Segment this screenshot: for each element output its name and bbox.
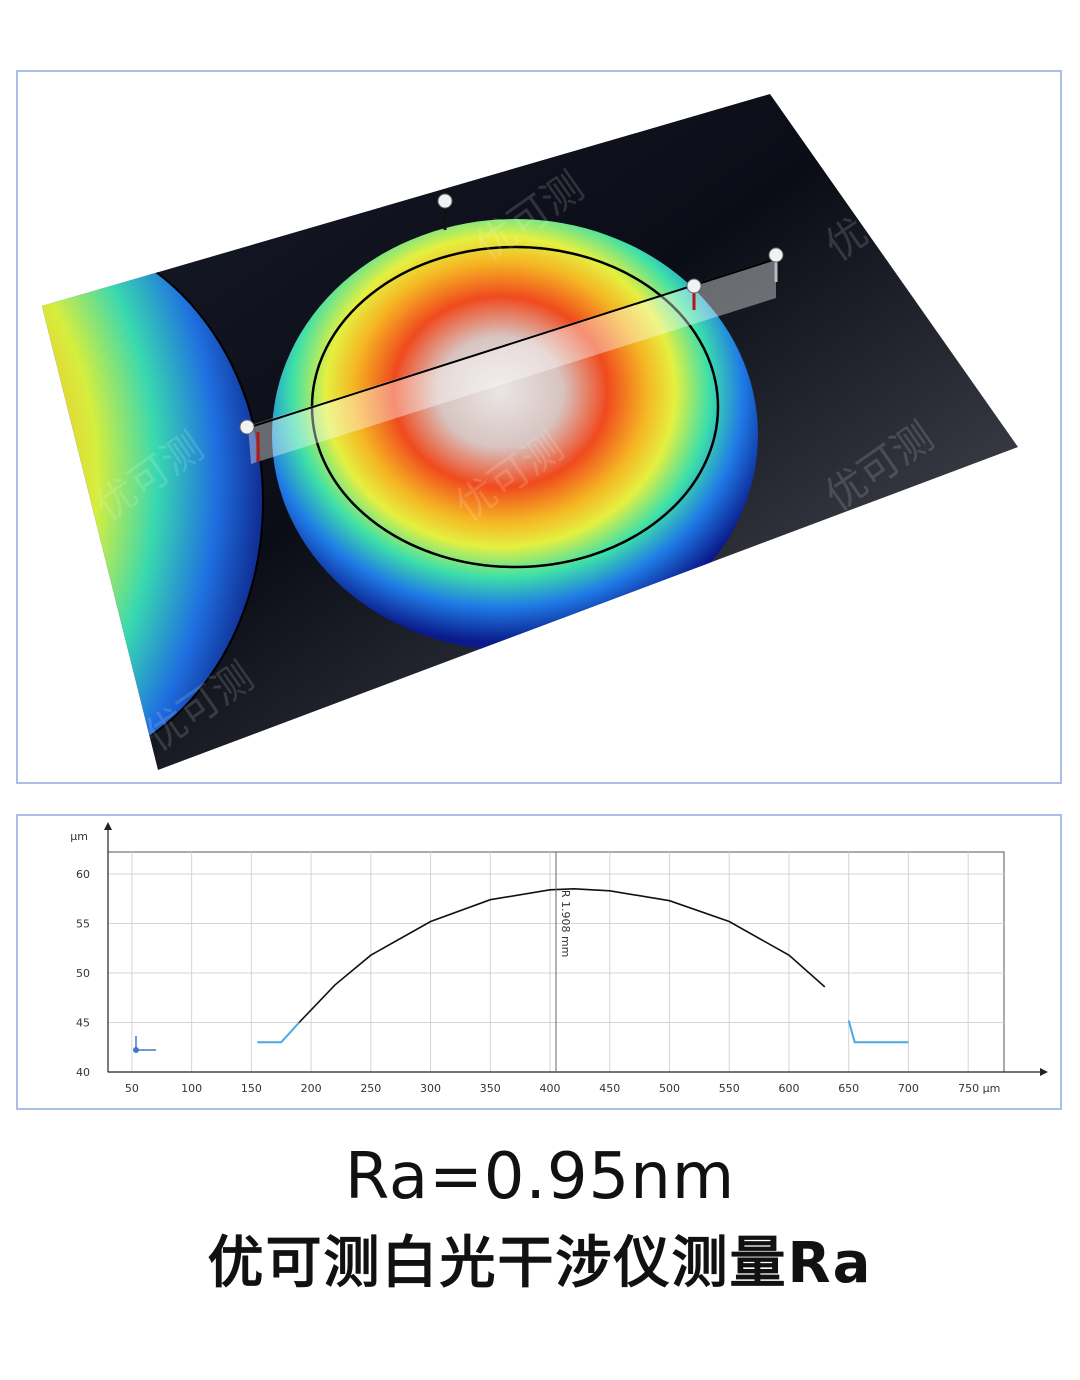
axis-gizmo-icon — [133, 1036, 156, 1053]
x-tick-label: 350 — [480, 1082, 501, 1095]
y-tick-label: 45 — [76, 1017, 90, 1030]
surface-3d-render: 优可测 优可测 优可测 优可测 优可测 优可测 — [42, 94, 1018, 770]
marker-pin-left — [239, 419, 260, 462]
roughness-value: Ra=0.95nm — [344, 1140, 736, 1214]
profile-chart: 50 100 150 200 250 300 350 400 450 500 550 600 650 70… — [70, 822, 1048, 1095]
marker-pin-right — [686, 278, 702, 310]
y-tick-label: 55 — [76, 918, 90, 931]
y-axis-unit: µm — [70, 830, 88, 843]
marker-pin-far — [768, 247, 784, 282]
x-tick-label: 250 — [360, 1082, 381, 1095]
x-tick-label: 200 — [301, 1082, 322, 1095]
profile-right-flat — [847, 1020, 909, 1044]
left-dome — [42, 231, 264, 770]
axes — [104, 822, 1048, 1076]
x-tick-label: 650 — [838, 1082, 859, 1095]
x-tick-label: 600 — [778, 1082, 799, 1095]
y-axis-arrow — [104, 822, 112, 830]
x-tick-label: 500 — [659, 1082, 680, 1095]
x-axis-arrow — [1040, 1068, 1048, 1076]
x-tick-label: 150 — [241, 1082, 262, 1095]
series — [257, 887, 909, 1044]
x-tick-label: 100 — [181, 1082, 202, 1095]
marker-pin-top — [437, 193, 453, 230]
annotations: R 1.908 mm — [555, 852, 572, 1072]
y-tick-label: 60 — [76, 868, 90, 881]
y-tick-label: 40 — [76, 1066, 90, 1079]
profile-chart-panel: 50 100 150 200 250 300 350 400 450 500 550 600 650 70… — [16, 814, 1062, 1110]
x-tick-label: 300 — [420, 1082, 441, 1095]
x-tick-label: 400 — [540, 1082, 561, 1095]
x-tick-label: 700 — [898, 1082, 919, 1095]
x-tick-label: 550 — [719, 1082, 740, 1095]
y-tick-label: 50 — [76, 967, 90, 980]
profile-arc — [298, 887, 826, 1024]
x-tick-label: 450 — [599, 1082, 620, 1095]
section-plane — [248, 258, 776, 464]
tick-labels: 50 100 150 200 250 300 350 400 450 500 550 600 650 70… — [70, 830, 1000, 1095]
profile-left-flat — [257, 1021, 300, 1044]
caption-title: 优可测白光干涉仪测量Ra — [207, 1231, 873, 1296]
annotation-label: R 1.908 mm — [559, 890, 572, 958]
surface-3d-view: 优可测 优可测 优可测 优可测 优可测 优可测 — [16, 70, 1062, 784]
x-tick-label: 750 µm — [958, 1082, 1000, 1095]
center-dome — [272, 219, 758, 651]
x-tick-label: 50 — [125, 1082, 139, 1095]
